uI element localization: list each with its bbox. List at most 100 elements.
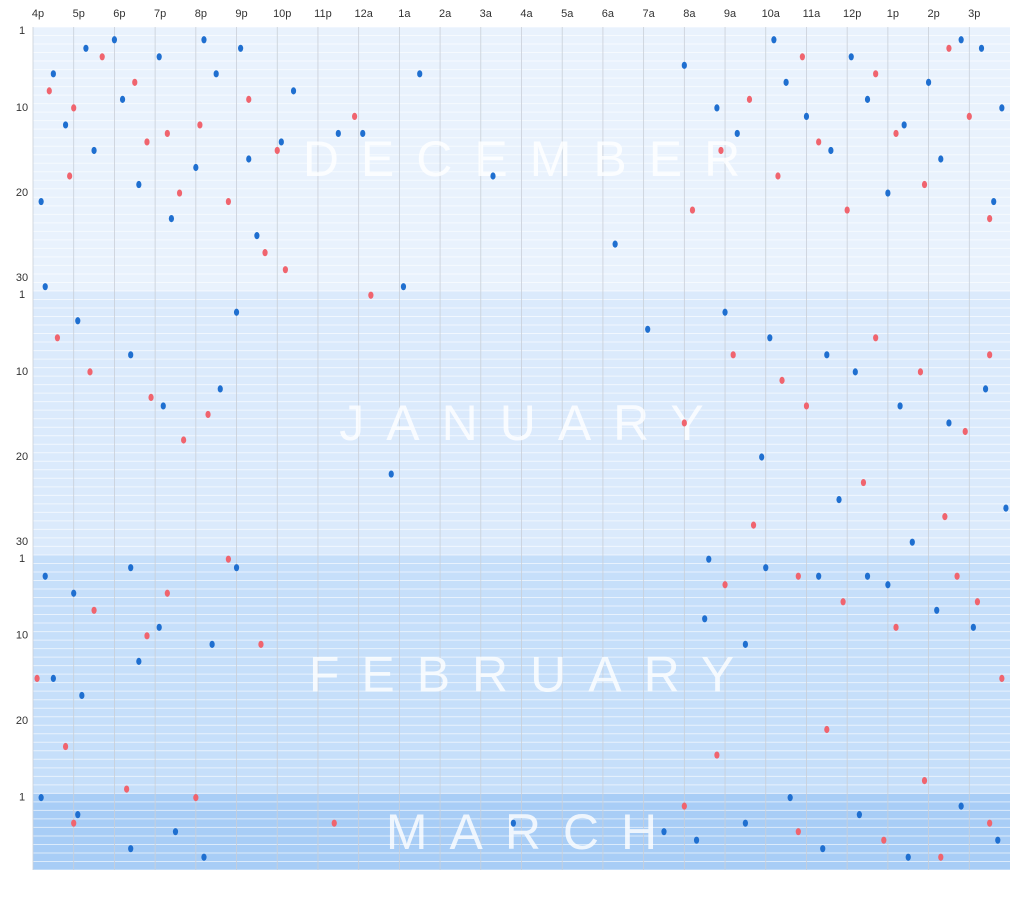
month-label: DECEMBER [303, 131, 762, 187]
event-dot [742, 819, 748, 827]
x-tick-label: 3p [968, 8, 980, 20]
event-dot [775, 172, 781, 180]
event-dot [50, 70, 56, 78]
event-dot [42, 572, 48, 580]
x-tick-label: 7a [643, 8, 656, 20]
event-dot [921, 180, 928, 189]
event-dot [50, 674, 56, 683]
event-dot [987, 819, 993, 827]
event-dot [873, 334, 879, 342]
event-dot [722, 581, 728, 589]
event-dot [730, 351, 736, 359]
y-tick-label: 30 [16, 272, 28, 284]
event-dot [974, 598, 981, 606]
month-label: FEBRUARY [309, 646, 756, 702]
x-tick-label: 9p [235, 8, 247, 20]
x-tick-label: 9a [724, 8, 737, 20]
event-dot [510, 819, 516, 827]
event-dot [148, 393, 154, 402]
event-dot [217, 385, 223, 393]
event-dot [128, 564, 134, 572]
event-dot [966, 112, 972, 121]
event-dot [144, 138, 150, 146]
event-dot [209, 640, 215, 648]
event-dot [783, 78, 789, 86]
event-dot [763, 564, 769, 572]
x-tick-label: 6p [113, 8, 125, 20]
event-dot [87, 368, 93, 376]
x-tick-label: 1a [398, 8, 411, 20]
event-dot [34, 674, 40, 683]
event-dot [75, 811, 81, 819]
event-dot [909, 538, 915, 546]
event-dot [71, 104, 77, 112]
x-tick-label: 12a [354, 8, 373, 20]
event-dot [921, 776, 928, 785]
y-tick-label: 1 [19, 289, 25, 301]
event-dot [995, 836, 1001, 844]
event-dot [490, 172, 496, 180]
event-dot [156, 53, 162, 61]
event-dot [982, 385, 989, 393]
event-dot [852, 368, 858, 376]
event-dot [168, 214, 175, 223]
event-dot [881, 836, 887, 844]
event-dot [62, 121, 69, 129]
event-dot [201, 853, 207, 861]
event-dot [999, 104, 1005, 112]
event-dot [759, 453, 765, 461]
event-dot [897, 402, 903, 410]
event-dot [238, 44, 244, 52]
y-tick-label: 1 [19, 792, 25, 804]
event-dot [864, 572, 871, 580]
y-tick-label: 10 [16, 102, 28, 114]
event-dot [201, 36, 207, 44]
event-dot [693, 836, 700, 844]
event-dot [83, 44, 89, 52]
event-dot [803, 402, 810, 410]
event-dot [246, 155, 252, 163]
event-dot [681, 802, 687, 810]
event-dot [71, 819, 77, 827]
event-dot [820, 845, 826, 853]
event-dot [722, 308, 728, 316]
event-dot [225, 197, 231, 206]
x-tick-label: 7p [154, 8, 166, 20]
event-dot [225, 555, 231, 563]
event-dot [999, 674, 1005, 683]
event-dot [193, 163, 199, 172]
event-dot [176, 189, 183, 197]
event-dot [128, 845, 134, 853]
event-dot [274, 146, 280, 155]
event-dot [360, 129, 366, 138]
event-dot [172, 828, 179, 836]
event-dot [1003, 504, 1009, 512]
event-dot [246, 95, 252, 103]
event-dot [771, 36, 777, 44]
event-dot [893, 129, 899, 138]
event-dot [197, 121, 203, 129]
event-dot [331, 819, 337, 827]
event-dot [714, 751, 720, 759]
event-dot [282, 266, 288, 274]
event-dot [734, 129, 740, 138]
event-dot [824, 351, 830, 359]
x-tick-label: 8p [195, 8, 207, 20]
event-dot [689, 206, 696, 214]
event-dot [938, 155, 944, 163]
x-tick-label: 4a [520, 8, 533, 20]
event-dot [901, 121, 907, 129]
x-tick-label: 4p [32, 8, 44, 20]
x-tick-label: 2a [439, 8, 452, 20]
event-dot [254, 232, 260, 240]
event-dot [779, 376, 785, 384]
event-dot [132, 78, 138, 86]
event-dot [205, 410, 211, 419]
event-dot [233, 308, 240, 316]
event-dot [864, 95, 871, 103]
event-dot [262, 249, 268, 257]
y-tick-label: 20 [16, 187, 28, 199]
event-dot [987, 214, 993, 223]
x-tick-label: 6a [602, 8, 615, 20]
